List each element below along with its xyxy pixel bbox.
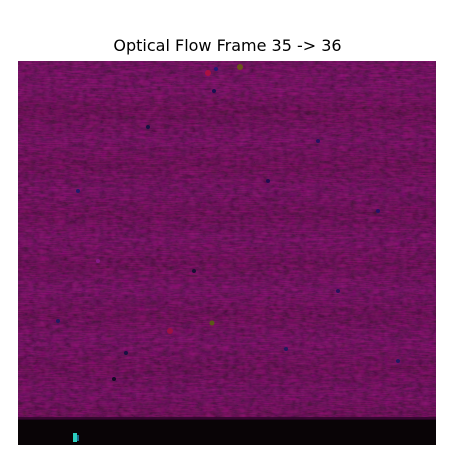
optical-flow-image xyxy=(18,61,436,445)
figure-title: Optical Flow Frame 35 -> 36 xyxy=(113,36,342,55)
